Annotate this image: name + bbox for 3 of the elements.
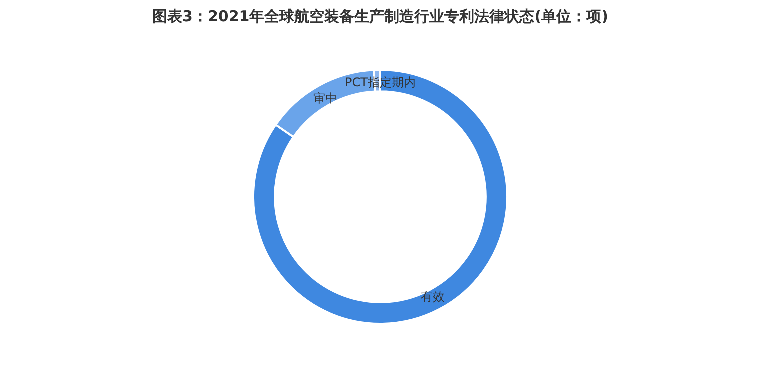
chart-title: 图表3：2021年全球航空装备生产制造行业专利法律状态(单位：项) <box>152 8 608 26</box>
slice-label: 审中 <box>313 91 338 106</box>
slice-label: 有效 <box>421 290 446 304</box>
